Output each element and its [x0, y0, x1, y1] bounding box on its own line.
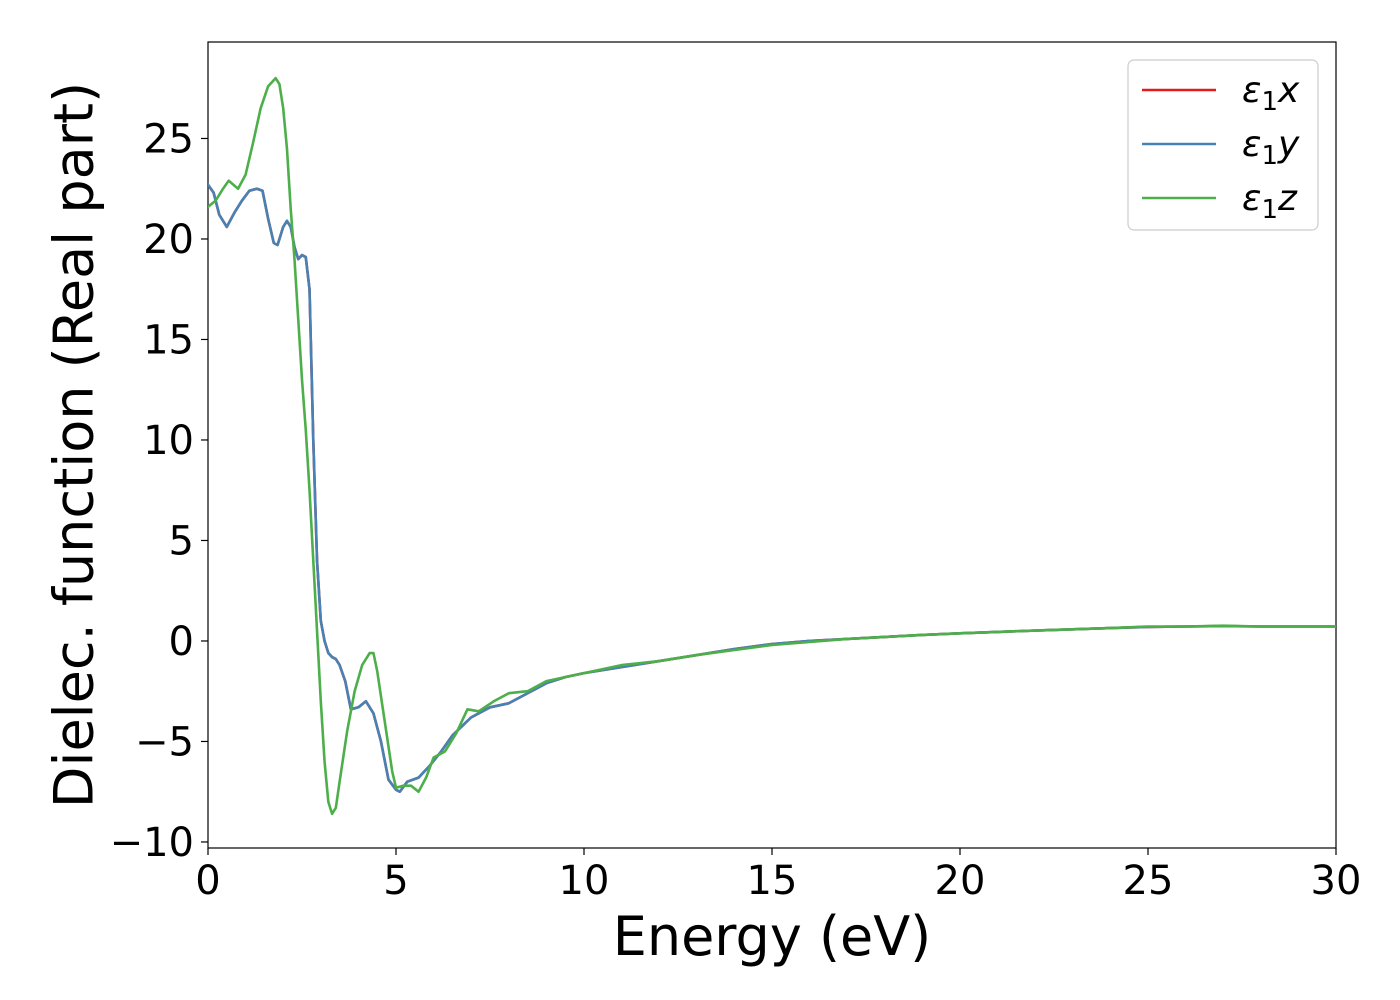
- y-axis-ticks: −10 −5 0 5 10 15 20 25: [110, 116, 208, 866]
- x-tick-label: 30: [1311, 858, 1362, 904]
- legend-label-x: ε1x: [1242, 70, 1300, 117]
- series-line-y: [208, 183, 1336, 794]
- y-tick-label: 20: [143, 217, 194, 263]
- x-tick-label: 0: [195, 858, 220, 904]
- series-line-x: [208, 183, 1336, 794]
- y-axis-label: Dielec. function (Real part): [43, 82, 106, 808]
- x-tick-label: 15: [747, 858, 798, 904]
- x-tick-label: 5: [383, 858, 408, 904]
- x-tick-label: 10: [559, 858, 610, 904]
- legend-box: [1127, 59, 1319, 231]
- x-axis-label: Energy (eV): [613, 905, 932, 968]
- y-tick-label: 10: [143, 418, 194, 464]
- series-line-z: [208, 76, 1336, 816]
- y-tick-label: −5: [135, 719, 194, 765]
- series-layer: [208, 76, 1336, 816]
- plot-area: 0 5 10 15 20 25 30 −10 −5 0 5 10 15 20 25: [110, 41, 1361, 904]
- legend-label-z: ε1z: [1242, 178, 1298, 225]
- y-tick-label: 5: [169, 518, 194, 564]
- x-tick-label: 25: [1123, 858, 1174, 904]
- legend: ε1x ε1y ε1z: [1127, 59, 1319, 231]
- y-tick-label: 0: [169, 619, 194, 665]
- y-tick-label: 25: [143, 116, 194, 162]
- y-tick-label: −10: [110, 820, 194, 866]
- x-axis-ticks: 0 5 10 15 20 25 30: [195, 848, 1361, 904]
- y-tick-label: 15: [143, 317, 194, 363]
- legend-label-y: ε1y: [1242, 124, 1300, 171]
- x-tick-label: 20: [935, 858, 986, 904]
